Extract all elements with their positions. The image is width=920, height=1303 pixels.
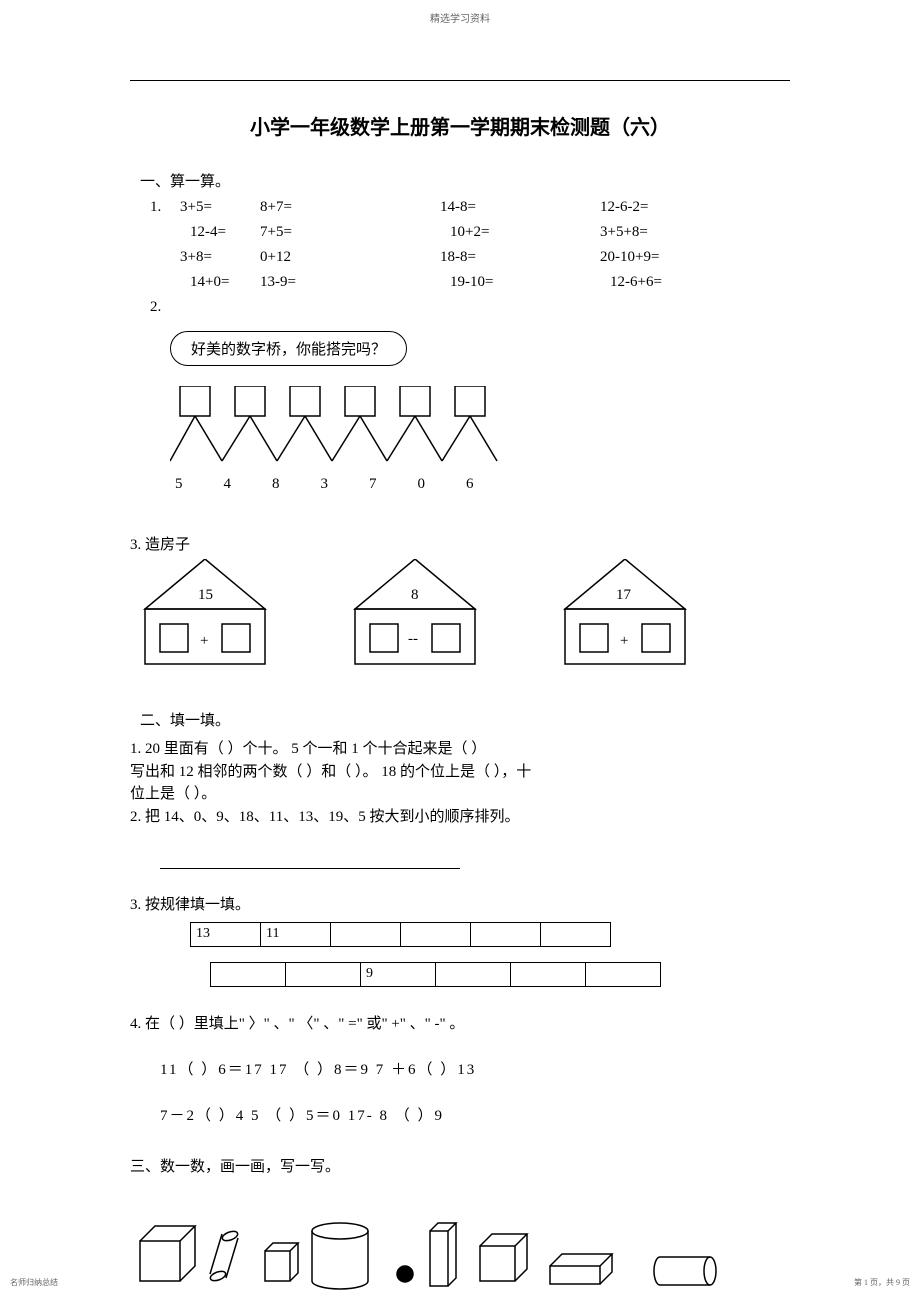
p-r1c4: 12-6-2= [600,199,720,216]
bridge-diagram [170,386,530,466]
p-r4c4: 12-6+6= [600,274,720,291]
house-2: 8 -- [340,559,490,669]
bridge-n3: 8 [272,476,280,493]
p-r3c2: 0+12 [260,249,440,266]
sort-line [160,868,460,869]
problems-row-3: 3+8= 0+12 18-8= 20-10+9= [150,249,790,266]
t1c4 [401,922,471,946]
spacer [150,224,180,241]
q2-num: 2. [150,299,180,316]
s2-line1: 1. 20 里面有（ ）个十。 5 个一和 1 个十合起来是（ ） [130,738,790,761]
p-r4c3: 19-10= [440,274,600,291]
header-label: 精选学习资料 [0,0,920,25]
section2-heading: 二、填一填。 [140,709,790,730]
pattern-table-2: 9 [210,962,661,987]
p-r3c4: 20-10+9= [600,249,720,266]
spacer [150,274,180,291]
s2-q4line2: 7－2（ ）4 5 （ ）5＝0 17- 8 （ ）9 [160,1104,790,1125]
t2c6 [586,962,661,986]
t2c1 [211,962,286,986]
s2-q4line1: 11（ ）6＝17 17 （ ）8＝9 7 ＋6（ ）13 [160,1058,790,1079]
p-r1c3: 14-8= [440,199,600,216]
s2-q3label: 3. 按规律填一填。 [130,894,790,917]
pattern-table-1: 13 11 [190,922,611,947]
s2-line4: 2. 把 14、0、9、18、11、13、19、5 按大到小的顺序排列。 [130,806,790,829]
shapes-diagram [130,1216,780,1296]
t2c2 [286,962,361,986]
house3-op: + [620,633,628,649]
p-r2c2: 7+5= [260,224,440,241]
t1c1: 13 [191,922,261,946]
q2-row: 2. [150,299,790,316]
house-1: 15 + [130,559,280,669]
bridge-n1: 5 [175,476,183,493]
problems-row-2: 12-4= 7+5= 10+2= 3+5+8= [150,224,790,241]
s2-line2: 写出和 12 相邻的两个数（ ）和（ ）。 18 的个位上是（ ），十 [130,761,790,784]
problems-row-1: 1. 3+5= 8+7= 14-8= 12-6-2= [150,199,790,216]
p-r2c1: 12-4= [180,224,260,241]
t2c3: 9 [361,962,436,986]
speech-bubble: 好美的数字桥，你能搭完吗？ [170,331,407,366]
house2-top: 8 [411,587,419,603]
bridge-n2: 4 [224,476,232,493]
p-r2c4: 3+5+8= [600,224,720,241]
p-r4c1: 14+0= [180,274,260,291]
s2-q4: 4. 在（ ）里填上" 〉" 、" 〈" 、" =" 或" +" 、" -" 。 [130,1012,790,1033]
section1-heading: 一、算一算。 [140,170,790,191]
p-r4c2: 13-9= [260,274,440,291]
bridge-n7: 6 [466,476,474,493]
bridge-n4: 3 [321,476,329,493]
p-r1c1: 3+5= [180,199,260,216]
house1-op: + [200,633,208,649]
house1-top: 15 [198,587,213,603]
t1c5 [471,922,541,946]
q1-num: 1. [150,199,180,216]
page-title: 小学一年级数学上册第一学期期末检测题（六） [130,111,790,140]
t1c3 [331,922,401,946]
t2c4 [436,962,511,986]
footer-left: 名师归纳总结 [10,1277,58,1288]
bridge-n6: 0 [418,476,426,493]
houses-row: 15 + 8 -- 17 + [130,559,790,669]
p-r3c1: 3+8= [180,249,260,266]
bridge-numbers: 5 4 8 3 7 0 6 [175,476,790,493]
s2-line3: 位上是（ ）。 [130,783,790,806]
house3-top: 17 [616,587,632,603]
footer-right: 第 1 页，共 9 页 [854,1277,910,1288]
p-r3c3: 18-8= [440,249,600,266]
problems-row-4: 14+0= 13-9= 19-10= 12-6+6= [150,274,790,291]
t1c6 [541,922,611,946]
top-rule [130,80,790,81]
spacer [150,249,180,266]
bridge-n5: 7 [369,476,377,493]
p-r2c3: 10+2= [440,224,600,241]
t2c5 [511,962,586,986]
main-content: 小学一年级数学上册第一学期期末检测题（六） 一、算一算。 1. 3+5= 8+7… [0,80,920,1296]
house2-op: -- [408,631,418,647]
section3-heading: 三、数一数，画一画，写一写。 [130,1155,790,1176]
q3-label: 3. 造房子 [130,533,790,554]
house-3: 17 + [550,559,700,669]
t1c2: 11 [261,922,331,946]
p-r1c2: 8+7= [260,199,440,216]
